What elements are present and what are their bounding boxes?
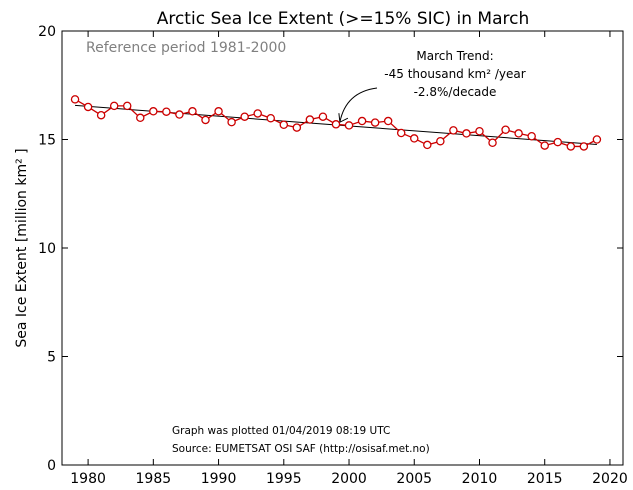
plot-frame (61, 30, 624, 466)
data-point (253, 109, 262, 118)
data-point (175, 110, 184, 119)
x-tick-label: 2020 (592, 471, 628, 487)
data-point (96, 110, 106, 120)
data-point (410, 134, 419, 143)
data-point (553, 137, 563, 147)
series-points (70, 95, 602, 151)
x-tick-label: 1995 (266, 471, 302, 487)
x-tick-label: 1990 (201, 471, 237, 487)
data-point (240, 112, 249, 121)
data-point (514, 129, 523, 138)
data-point (462, 129, 471, 138)
footer-plotted-time: Graph was plotted 01/04/2019 08:19 UTC (172, 425, 390, 437)
y-tick-label: 20 (38, 24, 56, 40)
trend-rate-abs: -45 thousand km² /year (384, 67, 525, 81)
data-point (70, 95, 80, 104)
x-tick-label: 2015 (527, 471, 563, 487)
y-tick-label: 5 (47, 350, 56, 366)
data-point (201, 115, 210, 125)
trend-arrow (339, 87, 378, 123)
data-point (227, 117, 236, 127)
y-tick-label: 15 (38, 133, 56, 149)
trend-arrow-head (338, 113, 349, 123)
data-point (527, 131, 536, 141)
data-point (579, 142, 589, 151)
footer-source: Source: EUMETSAT OSI SAF (http://osisaf.… (172, 443, 430, 455)
data-point (83, 102, 93, 112)
data-point (540, 141, 549, 150)
data-point (566, 142, 576, 151)
data-point (370, 118, 380, 127)
y-axis: 0 5 10 15 20 (38, 24, 623, 474)
data-point (501, 125, 510, 134)
y-tick-label: 10 (38, 241, 56, 257)
data-point (436, 136, 445, 146)
trend-rate-pct: -2.8%/decade (414, 85, 497, 99)
y-axis-label: Sea Ice Extent [million km² ] (14, 148, 30, 347)
data-point (136, 113, 145, 123)
data-point (266, 113, 275, 123)
y-tick-label: 0 (47, 458, 56, 474)
x-tick-label: 1985 (136, 471, 172, 487)
reference-period-text: Reference period 1981-2000 (86, 40, 286, 56)
data-point (344, 121, 354, 130)
data-point (357, 116, 367, 126)
data-point (318, 112, 328, 121)
data-point (279, 120, 289, 129)
chart-title: Arctic Sea Ice Extent (>=15% SIC) in Mar… (157, 9, 530, 29)
data-point (109, 101, 119, 111)
x-tick-label: 2005 (396, 471, 432, 487)
x-tick-label: 2010 (462, 471, 498, 487)
x-axis: 1980 1985 1990 1995 2000 2005 2010 2015 2020 (70, 31, 628, 487)
data-point (383, 116, 393, 126)
x-tick-label: 2000 (331, 471, 367, 487)
trend-title: March Trend: (416, 49, 493, 63)
data-point (488, 138, 497, 148)
data-point (592, 135, 602, 144)
data-point (188, 107, 197, 116)
x-tick-label: 1980 (70, 471, 106, 487)
data-point (292, 123, 302, 132)
data-point (149, 107, 158, 116)
data-point (162, 107, 171, 116)
data-point (305, 115, 315, 124)
data-point (475, 127, 484, 136)
data-point (396, 128, 406, 138)
data-point (214, 107, 223, 116)
data-point (423, 140, 432, 150)
data-point (449, 126, 458, 135)
trend-annotation: March Trend: -45 thousand km² /year -2.8… (338, 49, 526, 123)
data-point (122, 101, 132, 111)
data-point (331, 120, 341, 129)
